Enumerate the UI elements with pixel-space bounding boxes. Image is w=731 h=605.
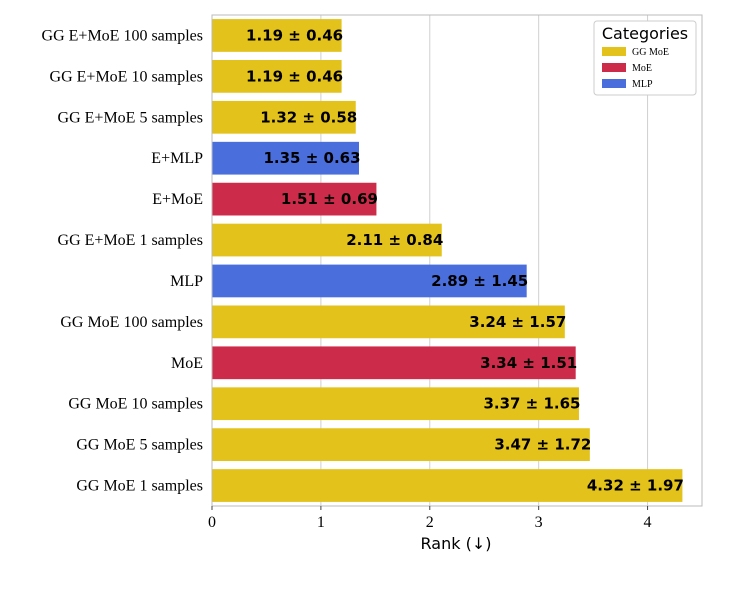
- legend-swatch-0: [602, 47, 626, 56]
- axis-layer: GG E+MoE 100 samples GG E+MoE 10 samples G…: [42, 14, 703, 531]
- bar-value-label-8: 3.34 ± 1.51: [480, 354, 577, 372]
- legend-entry-0: GG MoE: [632, 47, 669, 58]
- x-tick-label-4: 4: [644, 514, 652, 531]
- x-axis-label: Rank (↓): [421, 534, 492, 553]
- y-tick-label-7: GG MoE 100 samples: [60, 314, 203, 331]
- y-tick-label-9: GG MoE 10 samples: [68, 396, 203, 413]
- bar-6: [212, 264, 527, 298]
- y-tick-label-4: E+MoE: [152, 191, 203, 208]
- bar-11: [212, 469, 683, 502]
- x-tick-label-3: 3: [535, 514, 543, 531]
- legend-swatch-2: [602, 79, 626, 88]
- bar-value-label-10: 3.47 ± 1.72: [494, 436, 591, 454]
- y-tick-label-10: GG MoE 5 samples: [76, 437, 203, 454]
- x-tick-label-2: 2: [426, 514, 434, 531]
- bar-8: [212, 346, 576, 380]
- bar-layer: 1.19 ± 0.46 1.19 ± 0.46 1.32 ± 0.58 1.35 ± …: [212, 19, 684, 502]
- y-tick-label-6: MLP: [170, 273, 203, 290]
- legend-entry-2: MLP: [632, 79, 653, 90]
- grid-layer: [320, 15, 649, 506]
- legend-swatch-1: [602, 63, 626, 72]
- bar-9: [212, 387, 579, 421]
- bar-4: [212, 182, 377, 216]
- y-tick-label-3: E+MLP: [151, 150, 203, 167]
- bar-value-label-1: 1.19 ± 0.46: [246, 67, 343, 85]
- y-tick-label-1: GG E+MoE 10 samples: [50, 68, 203, 85]
- legend: Categories GG MoE MoE MLP: [593, 20, 697, 96]
- bar-value-label-0: 1.19 ± 0.46: [246, 26, 343, 44]
- legend-entry-1: MoE: [632, 63, 652, 74]
- legend-box: [593, 20, 697, 96]
- y-tick-label-5: GG E+MoE 1 samples: [58, 232, 203, 249]
- x-tick-label-1: 1: [317, 514, 325, 531]
- bar-2: [212, 100, 356, 134]
- y-tick-label-2: GG E+MoE 5 samples: [58, 109, 203, 126]
- bar-value-label-11: 4.32 ± 1.97: [587, 477, 684, 495]
- bar-7: [212, 305, 565, 339]
- bar-value-label-7: 3.24 ± 1.57: [469, 313, 566, 331]
- bar-value-label-4: 1.51 ± 0.69: [281, 190, 378, 208]
- y-tick-label-0: GG E+MoE 100 samples: [42, 27, 203, 44]
- legend-title: Categories: [602, 24, 688, 43]
- bar-value-label-9: 3.37 ± 1.65: [483, 395, 580, 413]
- y-tick-label-8: MoE: [171, 355, 203, 372]
- bar-value-label-5: 2.11 ± 0.84: [346, 231, 443, 249]
- y-tick-label-11: GG MoE 1 samples: [76, 478, 203, 495]
- bar-10: [212, 428, 590, 461]
- plot-frame: [211, 14, 703, 507]
- bar-value-label-6: 2.89 ± 1.45: [431, 272, 528, 290]
- x-tick-label-0: 0: [208, 514, 216, 531]
- bar-3: [212, 141, 359, 175]
- bar-0: [212, 19, 342, 52]
- bar-5: [212, 223, 442, 257]
- bar-value-label-2: 1.32 ± 0.58: [260, 108, 357, 126]
- bar-value-label-3: 1.35 ± 0.63: [263, 149, 360, 167]
- bar-1: [212, 60, 342, 93]
